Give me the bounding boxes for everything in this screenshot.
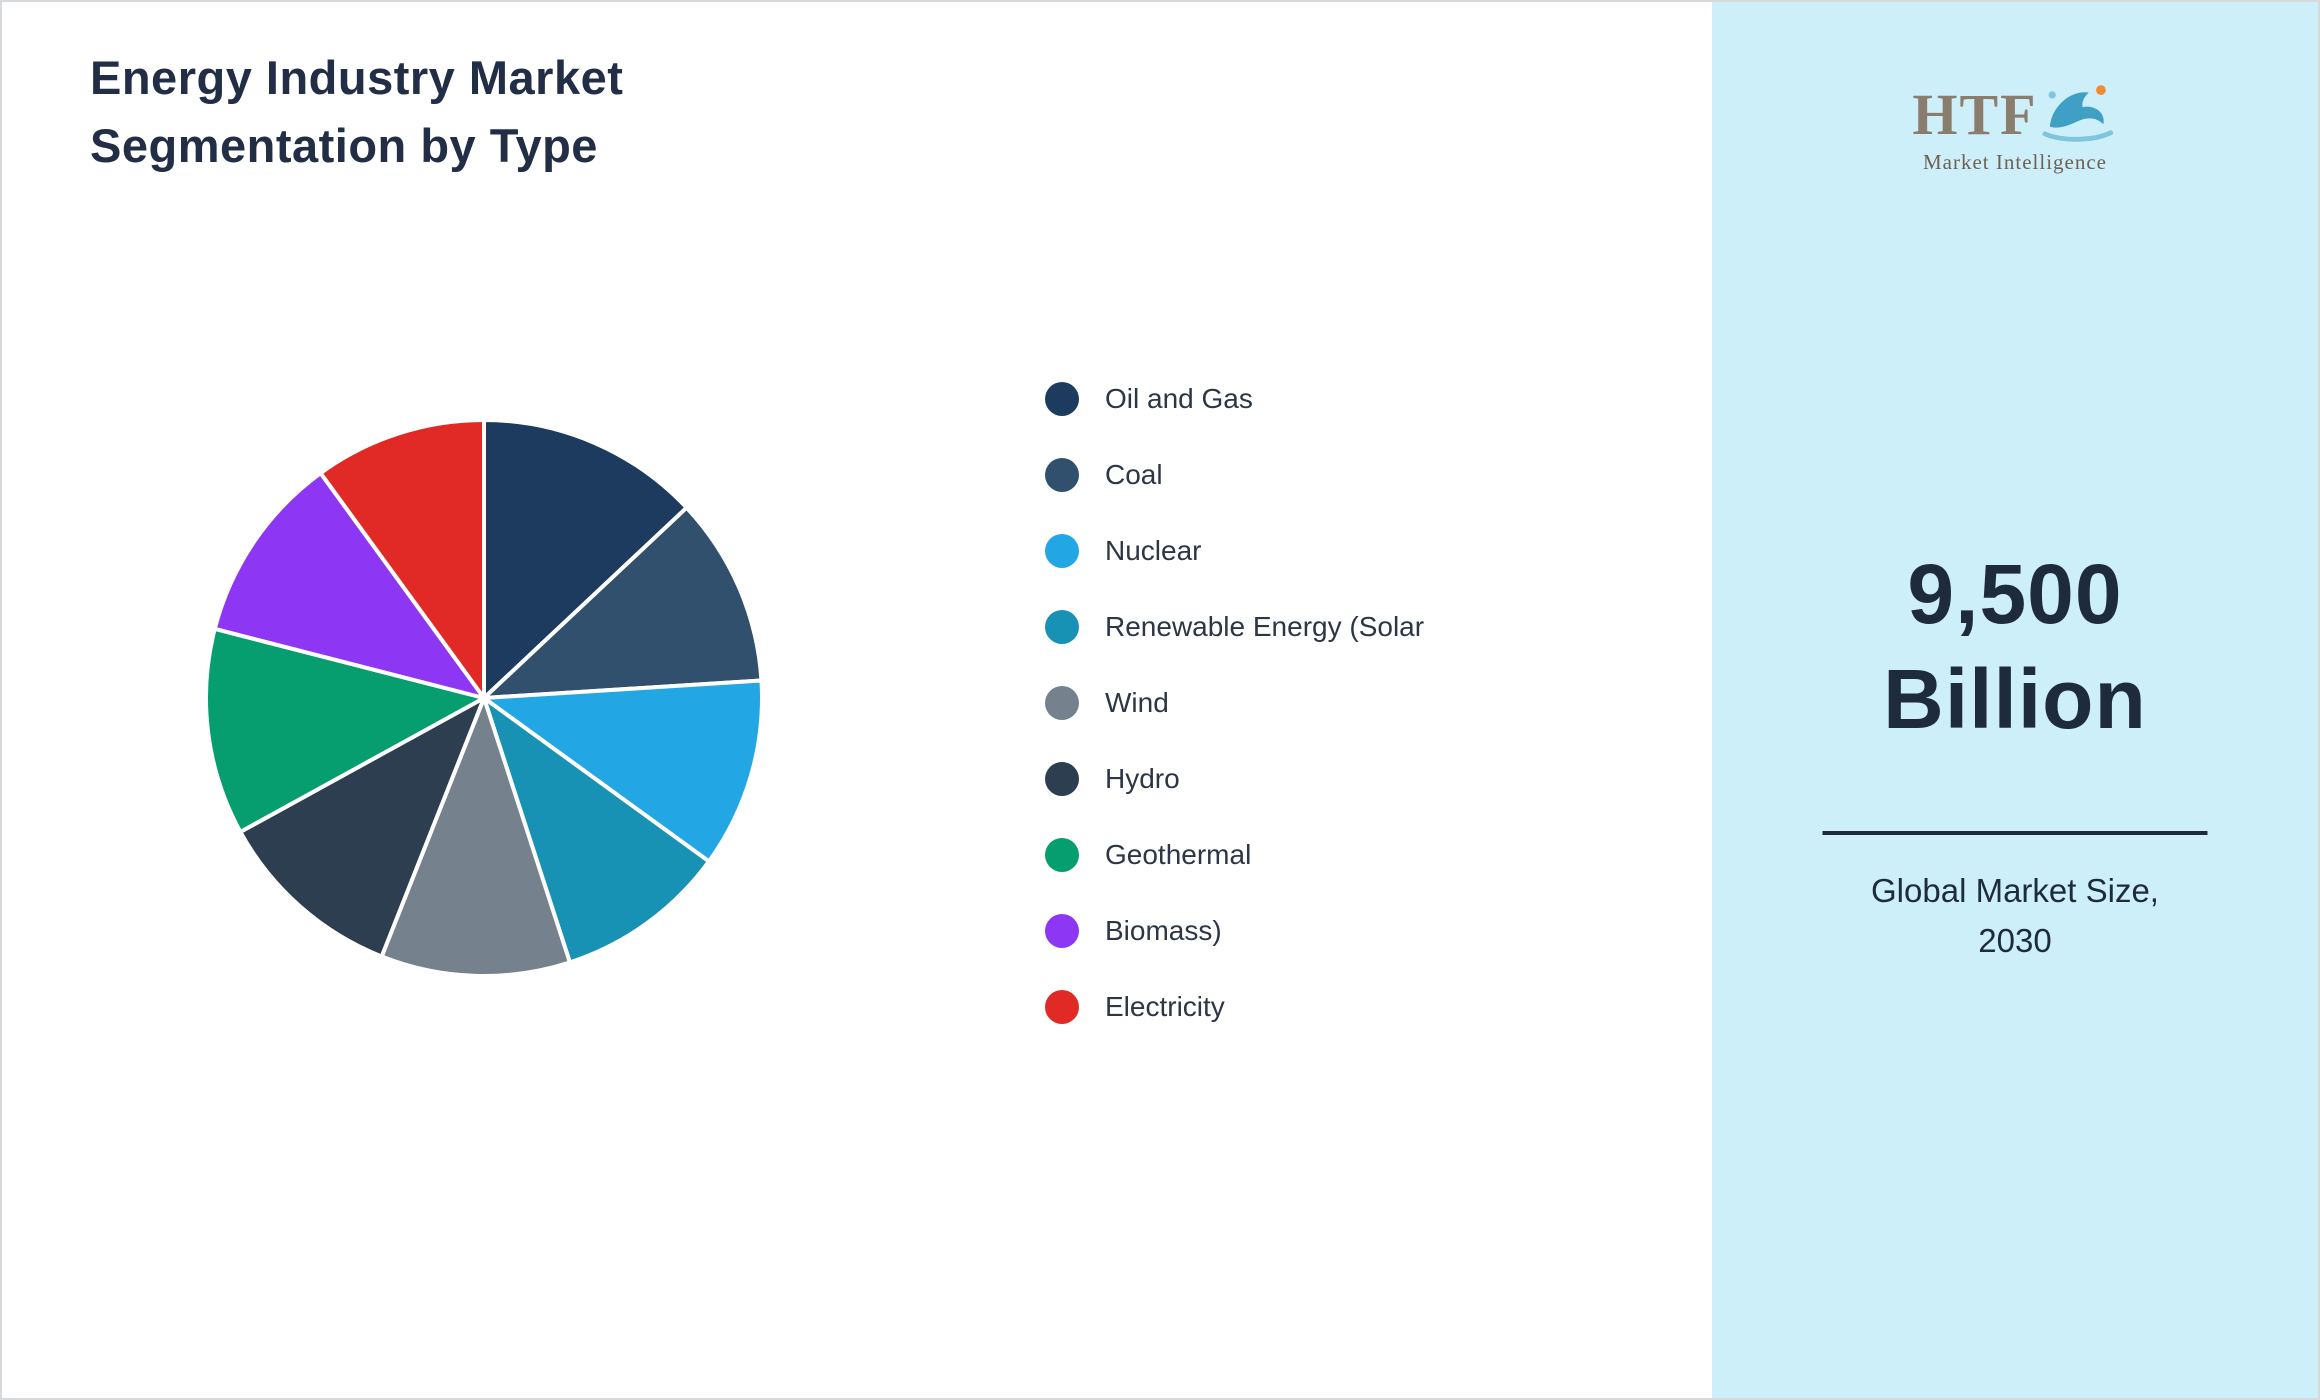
legend-swatch bbox=[1045, 382, 1079, 416]
legend-label: Electricity bbox=[1105, 991, 1225, 1022]
pie-slice-biomass bbox=[212, 471, 486, 700]
legend-item: Coal bbox=[1045, 437, 1424, 513]
legend-swatch bbox=[1045, 534, 1079, 568]
legend-label: Nuclear bbox=[1105, 535, 1202, 566]
legend-item: Nuclear bbox=[1045, 513, 1424, 589]
legend-item: Geothermal bbox=[1045, 817, 1424, 893]
dolphin-icon bbox=[2042, 85, 2113, 142]
legend-swatch bbox=[1045, 990, 1079, 1024]
legend-item: Oil and Gas bbox=[1045, 361, 1424, 437]
legend-label: Coal bbox=[1105, 459, 1163, 490]
logo-row: HTF bbox=[1712, 80, 2318, 144]
right-panel: HTF Market Intelligence 9,500 Billion Gl… bbox=[1712, 2, 2318, 1398]
legend-swatch bbox=[1045, 914, 1079, 948]
legend-swatch bbox=[1045, 458, 1079, 492]
pie-slice-electricity bbox=[318, 418, 486, 700]
legend-swatch bbox=[1045, 686, 1079, 720]
legend-item: Hydro bbox=[1045, 741, 1424, 817]
pie-slice-coal bbox=[482, 505, 764, 700]
legend-swatch bbox=[1045, 610, 1079, 644]
logo-subtext: Market Intelligence bbox=[1922, 150, 2107, 174]
pie-chart bbox=[199, 413, 769, 983]
pie-slice-geothermal bbox=[204, 626, 486, 834]
legend-item: Biomass) bbox=[1045, 893, 1424, 969]
legend-label: Biomass) bbox=[1105, 915, 1222, 946]
legend-label: Hydro bbox=[1105, 763, 1180, 794]
legend-item: Renewable Energy (Solar bbox=[1045, 589, 1424, 665]
page-title: Energy Industry Market Segmentation by T… bbox=[90, 51, 624, 173]
legend-swatch bbox=[1045, 762, 1079, 796]
panel-divider bbox=[1822, 831, 2208, 835]
logo-text: HTF bbox=[1912, 82, 2038, 147]
legend-item: Electricity bbox=[1045, 969, 1424, 1045]
pie-chart-svg bbox=[204, 418, 764, 978]
legend: Oil and Gas Coal Nuclear Renewable Energy (… bbox=[1045, 361, 1424, 1045]
legend-swatch bbox=[1045, 838, 1079, 872]
legend-label: Oil and Gas bbox=[1105, 383, 1253, 414]
market-size-caption: Global Market Size, 2030 bbox=[1871, 872, 2159, 959]
pie-slice-renewable-energy-solar bbox=[482, 696, 711, 965]
pie-slice-oil-and-gas bbox=[482, 418, 689, 700]
legend-label: Renewable Energy (Solar bbox=[1105, 611, 1425, 642]
market-size-value: 9,500 Billion bbox=[1883, 547, 2147, 746]
pie-slice-nuclear bbox=[482, 678, 764, 864]
legend-label: Wind bbox=[1105, 687, 1169, 718]
pie-slice-hydro bbox=[238, 696, 486, 959]
legend-item: Wind bbox=[1045, 665, 1424, 741]
legend-label: Geothermal bbox=[1105, 839, 1252, 870]
pie-slice-wind bbox=[379, 696, 572, 978]
htf-logo: HTF Market Intelligence bbox=[1712, 80, 2318, 175]
